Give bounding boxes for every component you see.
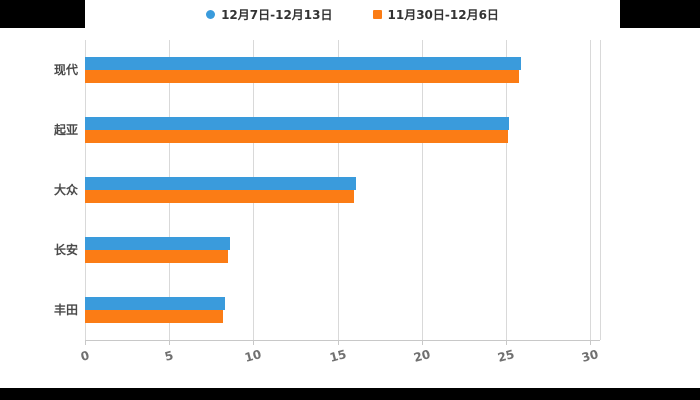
bar-长安-series-0[interactable]: [85, 237, 230, 250]
x-tick-mark: [590, 340, 591, 345]
bar-现代-series-0[interactable]: [85, 57, 521, 70]
chart-panel: 0 5 10 15 20 25 30 现代起亚大众长安丰田: [0, 28, 700, 388]
x-tick-mark: [253, 340, 255, 345]
bar-现代-series-1[interactable]: [85, 70, 520, 83]
legend-label: 11月30日-12月6日: [387, 7, 499, 22]
x-tick-label: 15: [327, 347, 348, 365]
x-tick-label: 20: [411, 347, 432, 365]
legend: 12月7日-12月13日 11月30日-12月6日: [85, 0, 620, 28]
bar-大众-series-1[interactable]: [85, 190, 355, 203]
gridline: [421, 40, 423, 340]
x-tick-mark: [337, 340, 339, 345]
x-tick-mark: [421, 340, 423, 345]
bar-起亚-series-0[interactable]: [85, 117, 510, 130]
legend-item-1[interactable]: 11月30日-12月6日: [372, 6, 499, 23]
plot-area: 0 5 10 15 20 25 30 现代起亚大众长安丰田: [0, 28, 700, 388]
x-tick-label: 25: [495, 347, 516, 365]
plot-right-border: [600, 40, 601, 340]
category-label: 大众: [53, 183, 78, 197]
x-tick-label: 5: [163, 348, 175, 364]
category-label: 现代: [53, 63, 78, 77]
x-axis-line: [85, 340, 600, 341]
x-tick-label: 10: [243, 347, 264, 365]
bar-长安-series-1[interactable]: [85, 250, 229, 263]
bar-丰田-series-0[interactable]: [85, 297, 225, 310]
bar-丰田-series-1[interactable]: [85, 310, 224, 323]
category-label: 丰田: [53, 303, 78, 317]
legend-item-0[interactable]: 12月7日-12月13日: [206, 6, 333, 23]
x-tick-mark: [169, 340, 171, 345]
legend-marker-icon: [206, 9, 216, 19]
category-label: 长安: [53, 243, 78, 257]
x-tick-label: 0: [79, 348, 91, 364]
x-tick-mark: [85, 340, 86, 345]
category-label: 起亚: [53, 123, 78, 137]
legend-marker-icon: [372, 9, 382, 19]
x-tick-label: 30: [580, 347, 600, 365]
bar-大众-series-0[interactable]: [85, 177, 357, 190]
x-tick-mark: [505, 340, 507, 345]
gridline: [505, 40, 507, 340]
legend-label: 12月7日-12月13日: [221, 7, 333, 22]
bar-起亚-series-1[interactable]: [85, 130, 508, 143]
gridline: [590, 40, 591, 340]
